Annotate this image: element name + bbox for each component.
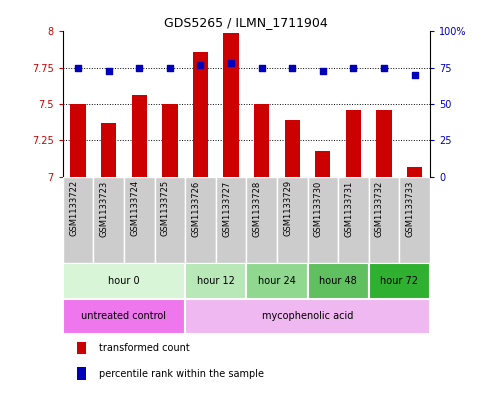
Text: GSM1133730: GSM1133730 (314, 180, 323, 237)
Bar (284, 120, 300, 177)
Bar (369, 263, 430, 299)
Bar (63, 299, 185, 334)
Bar (124, 177, 155, 263)
Bar (185, 263, 246, 299)
Text: percentile rank within the sample: percentile rank within the sample (99, 369, 265, 379)
Point (288, 64, 296, 71)
Text: GSM1133733: GSM1133733 (406, 180, 414, 237)
Text: GSM1133732: GSM1133732 (375, 180, 384, 237)
Point (74, 64, 82, 71)
Bar (223, 33, 239, 177)
Text: GSM1133726: GSM1133726 (191, 180, 200, 237)
Bar (63, 177, 93, 263)
Point (227, 60, 235, 66)
Bar (101, 123, 116, 177)
Point (411, 72, 418, 78)
Text: GSM1133722: GSM1133722 (69, 180, 78, 237)
Point (319, 68, 327, 74)
Bar (246, 263, 308, 299)
Bar (376, 110, 392, 177)
Text: hour 24: hour 24 (258, 276, 296, 286)
Bar (399, 177, 430, 263)
Text: hour 48: hour 48 (319, 276, 357, 286)
Point (380, 64, 388, 71)
Point (135, 64, 143, 71)
Title: GDS5265 / ILMN_1711904: GDS5265 / ILMN_1711904 (164, 16, 328, 29)
Text: GSM1133725: GSM1133725 (161, 180, 170, 237)
Text: transformed count: transformed count (99, 343, 190, 353)
Bar (346, 110, 361, 177)
Text: hour 0: hour 0 (108, 276, 140, 286)
Text: GSM1133731: GSM1133731 (344, 180, 354, 237)
Text: GSM1133723: GSM1133723 (99, 180, 109, 237)
Bar (246, 177, 277, 263)
Bar (162, 104, 177, 177)
Bar (77, 367, 86, 380)
Bar (185, 299, 430, 334)
Point (166, 64, 174, 71)
Bar (254, 104, 270, 177)
Text: GSM1133729: GSM1133729 (283, 180, 292, 237)
Point (105, 68, 113, 74)
Text: GSM1133728: GSM1133728 (253, 180, 262, 237)
Point (197, 62, 204, 68)
Bar (155, 177, 185, 263)
Bar (308, 177, 338, 263)
Text: GSM1133724: GSM1133724 (130, 180, 139, 237)
Bar (93, 177, 124, 263)
Bar (407, 167, 422, 177)
Text: untreated control: untreated control (82, 311, 167, 321)
Text: hour 72: hour 72 (380, 276, 418, 286)
Bar (338, 177, 369, 263)
Bar (185, 177, 216, 263)
Bar (77, 342, 86, 354)
Bar (193, 52, 208, 177)
Bar (315, 151, 330, 177)
Bar (216, 177, 246, 263)
Bar (277, 177, 308, 263)
Bar (131, 95, 147, 177)
Text: hour 12: hour 12 (197, 276, 235, 286)
Bar (308, 263, 369, 299)
Bar (369, 177, 399, 263)
Point (350, 64, 357, 71)
Bar (71, 104, 86, 177)
Bar (63, 263, 185, 299)
Text: GSM1133727: GSM1133727 (222, 180, 231, 237)
Text: mycophenolic acid: mycophenolic acid (262, 311, 353, 321)
Point (258, 64, 266, 71)
